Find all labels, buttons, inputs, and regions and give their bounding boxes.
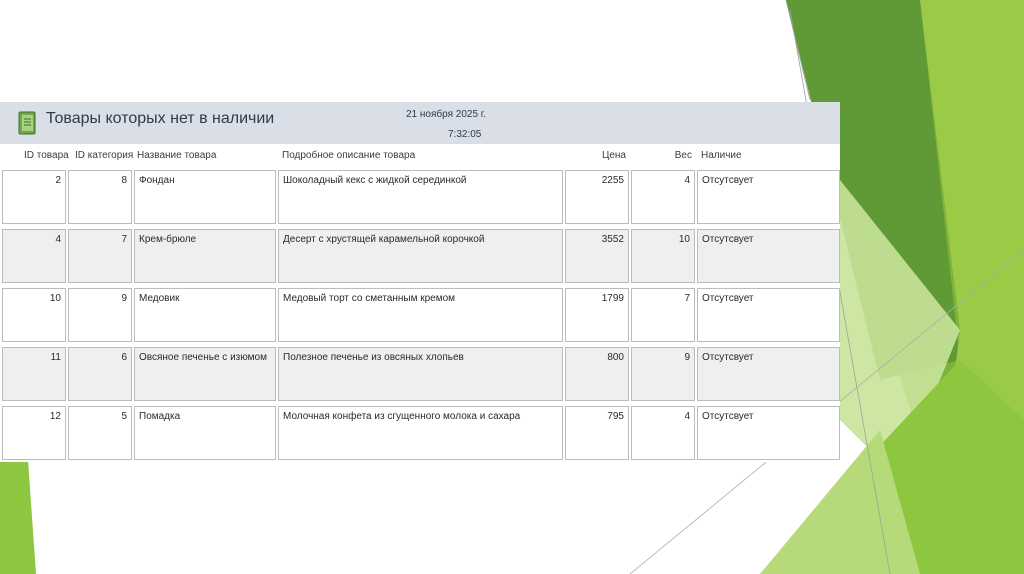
column-header-description: Подробное описание товара — [282, 150, 416, 161]
cell-price: 3552 — [565, 229, 629, 283]
cell-category: 6 — [68, 347, 132, 401]
cell-description: Медовый торт со сметанным кремом — [278, 288, 563, 342]
report-notebook-icon — [18, 111, 36, 135]
column-header-price: Цена — [601, 150, 626, 161]
table-row: 11 6 Овсяное печенье с изюмом Полезное п… — [0, 347, 840, 405]
cell-weight: 4 — [631, 170, 695, 224]
cell-weight: 10 — [631, 229, 695, 283]
thin-line-3 — [785, 0, 811, 101]
table-row: 10 9 Медовик Медовый торт со сметанным к… — [0, 288, 840, 346]
column-header-availability: Наличие — [701, 150, 742, 161]
cell-category: 5 — [68, 406, 132, 460]
column-header-category: ID категория — [75, 150, 134, 161]
column-header-id: ID товара — [24, 150, 69, 161]
report-header: Товары которых нет в наличии 21 ноября 2… — [0, 102, 840, 144]
cell-description: Десерт с хрустящей карамельной корочкой — [278, 229, 563, 283]
report-date: 21 ноября 2025 г. — [406, 109, 486, 120]
report-view: Товары которых нет в наличии 21 ноября 2… — [0, 102, 840, 462]
cell-name: Помадка — [134, 406, 276, 460]
cell-price: 1799 — [565, 288, 629, 342]
cell-availability: Отсутсвует — [697, 170, 840, 224]
cell-weight: 9 — [631, 347, 695, 401]
cell-category: 9 — [68, 288, 132, 342]
green-shape-pale — [760, 430, 920, 574]
cell-price: 2255 — [565, 170, 629, 224]
cell-category: 7 — [68, 229, 132, 283]
cell-availability: Отсутсвует — [697, 406, 840, 460]
cell-id: 2 — [2, 170, 66, 224]
cell-description: Шоколадный кекс с жидкой серединкой — [278, 170, 563, 224]
table-row: 2 8 Фондан Шоколадный кекс с жидкой сере… — [0, 170, 840, 228]
cell-category: 8 — [68, 170, 132, 224]
table-row: 4 7 Крем-брюле Десерт с хрустящей караме… — [0, 229, 840, 287]
cell-name: Овсяное печенье с изюмом — [134, 347, 276, 401]
table-row: 12 5 Помадка Молочная конфета из сгущенн… — [0, 406, 840, 464]
cell-weight: 7 — [631, 288, 695, 342]
column-header-name: Название товара — [137, 150, 217, 161]
cell-availability: Отсутсвует — [697, 288, 840, 342]
cell-availability: Отсутсвует — [697, 347, 840, 401]
report-title: Товары которых нет в наличии — [46, 110, 275, 127]
cell-name: Медовик — [134, 288, 276, 342]
cell-name: Фондан — [134, 170, 276, 224]
cell-id: 11 — [2, 347, 66, 401]
cell-price: 795 — [565, 406, 629, 460]
cell-id: 4 — [2, 229, 66, 283]
report-time: 7:32:05 — [448, 129, 482, 140]
cell-description: Молочная конфета из сгущенного молока и … — [278, 406, 563, 460]
cell-description: Полезное печенье из овсяных хлопьев — [278, 347, 563, 401]
cell-availability: Отсутсвует — [697, 229, 840, 283]
cell-id: 10 — [2, 288, 66, 342]
cell-name: Крем-брюле — [134, 229, 276, 283]
cell-price: 800 — [565, 347, 629, 401]
cell-weight: 4 — [631, 406, 695, 460]
cell-id: 12 — [2, 406, 66, 460]
column-header-weight: Вес — [674, 150, 692, 161]
green-shape-left — [0, 460, 36, 574]
